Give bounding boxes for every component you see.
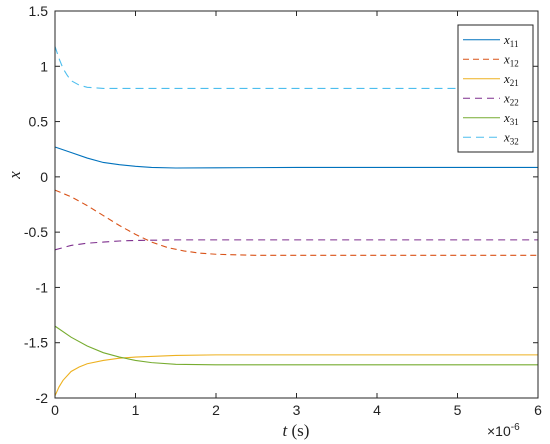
series-line-x11 bbox=[54, 146, 538, 169]
legend: x11 x12 x21 x22 x31 x32 bbox=[457, 24, 534, 153]
y-axis-label: x bbox=[5, 171, 24, 180]
legend-box bbox=[457, 24, 534, 153]
plot-area bbox=[54, 46, 538, 397]
legend-label-x22: x22 bbox=[503, 90, 519, 107]
axes bbox=[54, 10, 539, 399]
series-line-x32 bbox=[54, 46, 538, 89]
y-tick-label: 0 bbox=[40, 169, 48, 185]
x-tick-label: 6 bbox=[534, 402, 542, 418]
series-line-x21 bbox=[54, 354, 538, 397]
series-line-x22 bbox=[54, 239, 538, 251]
y-tick-label: -2 bbox=[36, 390, 49, 406]
y-tick-label: 0.5 bbox=[29, 114, 49, 130]
legend-label-x21: x21 bbox=[503, 71, 519, 88]
axis-labels: ×10-6 t (s) x bbox=[5, 171, 520, 440]
y-tick-label: 1 bbox=[40, 58, 48, 74]
x-tick-label: 0 bbox=[51, 402, 59, 418]
series-line-x31 bbox=[54, 325, 538, 366]
x-tick-label: 3 bbox=[293, 402, 301, 418]
x-tick-label: 4 bbox=[373, 402, 381, 418]
legend-label-x32: x32 bbox=[503, 129, 519, 146]
x-tick-label: 1 bbox=[132, 402, 140, 418]
x-tick-label: 5 bbox=[454, 402, 462, 418]
legend-label-x12: x12 bbox=[503, 51, 519, 68]
y-tick-label: -1 bbox=[36, 279, 49, 295]
y-tick-label: -1.5 bbox=[24, 335, 48, 351]
x-axis-multiplier: ×10-6 bbox=[487, 422, 520, 439]
y-tick-label: 1.5 bbox=[29, 3, 49, 19]
x-axis-label: t (s) bbox=[283, 421, 310, 440]
series-line-x12 bbox=[54, 189, 538, 256]
tick-labels: 0 1 2 3 4 5 6 1.5 1 0.5 0 -0.5 -1 -1.5 -2 bbox=[24, 3, 542, 418]
x-tick-label: 2 bbox=[212, 402, 220, 418]
y-tick-label: -0.5 bbox=[24, 224, 48, 240]
legend-label-x31: x31 bbox=[503, 110, 519, 127]
legend-label-x11: x11 bbox=[503, 32, 518, 49]
